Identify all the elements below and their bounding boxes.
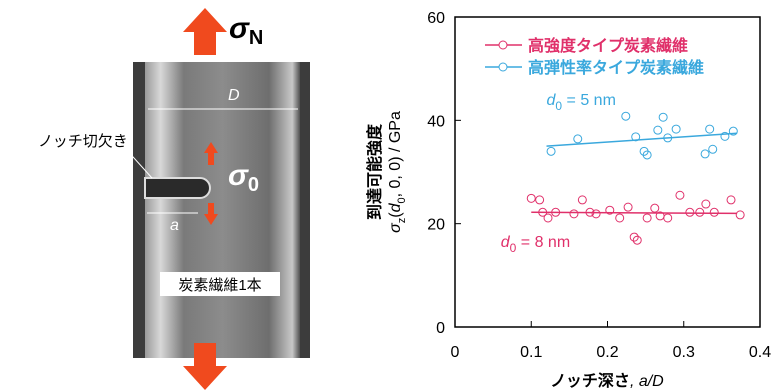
- y-label-part: σ: [387, 222, 404, 233]
- ann-sub: 0: [510, 241, 517, 255]
- annotation: d0 = 8 nm: [501, 234, 570, 255]
- point: [685, 207, 695, 217]
- point: [671, 124, 681, 134]
- point: [642, 150, 652, 160]
- fiber-label: 炭素繊維1本: [178, 277, 261, 294]
- point: [663, 213, 673, 223]
- y-tick-label: 40: [427, 113, 445, 130]
- point: [653, 125, 663, 135]
- point: [569, 209, 579, 219]
- point: [735, 210, 745, 220]
- annotation: d0 = 5 nm: [547, 92, 616, 113]
- x-tick-label: 0.4: [749, 344, 771, 361]
- sigma-0: σ0: [228, 159, 259, 196]
- ann-sub: 0: [555, 99, 562, 113]
- point: [538, 207, 548, 217]
- point: [526, 193, 536, 203]
- point: [726, 195, 736, 205]
- y-label-part: d: [387, 202, 404, 212]
- point: [551, 207, 561, 217]
- point: [701, 199, 711, 209]
- point: [591, 209, 601, 219]
- point: [695, 207, 705, 217]
- fit-line: [531, 211, 738, 215]
- x-label-var: , a/D: [630, 373, 664, 390]
- point: [577, 195, 587, 205]
- legend-marker: [498, 62, 508, 72]
- point: [663, 133, 673, 143]
- point: [720, 131, 730, 141]
- y-tick-label: 0: [436, 320, 445, 337]
- y-tick-label: 60: [427, 10, 445, 27]
- a-label: a: [170, 217, 179, 234]
- point: [623, 202, 633, 212]
- ann-text: = 5 nm: [562, 92, 616, 109]
- y-tick-label: 20: [427, 217, 445, 234]
- point: [621, 111, 631, 121]
- point: [675, 190, 685, 200]
- y-label: σz(d0, 0, 0) / GPa: [387, 111, 408, 233]
- x-tick-label: 0: [451, 344, 460, 361]
- x-tick-label: 0.1: [520, 344, 542, 361]
- point: [642, 213, 652, 223]
- sub: 0: [248, 174, 259, 196]
- x-label-main: ノッチ深さ: [550, 371, 630, 390]
- point: [615, 213, 625, 223]
- arrow-up: [183, 8, 227, 55]
- point: [543, 213, 553, 223]
- sym: σ: [229, 12, 250, 45]
- sym: σ: [228, 159, 249, 192]
- point: [585, 207, 595, 217]
- arrow-down: [183, 343, 227, 390]
- y-label-part: 0: [396, 197, 408, 203]
- x-label: ノッチ深さ, a/D: [550, 371, 664, 390]
- legend-label: 高強度タイプ炭素繊維: [528, 36, 688, 55]
- y-label-part: (: [387, 212, 404, 218]
- arrows-small: [204, 142, 218, 225]
- legend-label: 高弾性率タイプ炭素繊維: [528, 58, 704, 77]
- sigma-n: σN: [229, 12, 263, 49]
- notch-label: ノッチ切欠き: [38, 133, 128, 150]
- point: [573, 134, 583, 144]
- sub: N: [249, 27, 263, 49]
- point: [605, 205, 615, 215]
- notch: [144, 177, 211, 199]
- sem-image: σN σ0 D a ノッチ切欠き 炭素繊維1本: [38, 8, 310, 390]
- point: [535, 195, 545, 205]
- ann-symbol: d: [547, 92, 557, 109]
- x-tick-label: 0.3: [673, 344, 695, 361]
- point: [705, 124, 715, 134]
- fiber: [145, 62, 300, 358]
- point: [658, 112, 668, 122]
- point: [546, 146, 556, 156]
- y-label: 到達可能強度: [365, 123, 384, 220]
- ann-symbol: d: [501, 234, 511, 251]
- legend-marker: [498, 40, 508, 50]
- label-box: [160, 272, 280, 296]
- point: [650, 203, 660, 213]
- point: [700, 149, 710, 159]
- ann-text: = 8 nm: [516, 234, 570, 251]
- leader: [124, 147, 153, 179]
- point: [631, 132, 641, 142]
- point: [708, 144, 718, 154]
- point: [629, 232, 639, 242]
- y-label-part: z: [396, 218, 408, 224]
- point: [709, 207, 719, 217]
- x-tick-label: 0.2: [596, 344, 618, 361]
- y-label-part: , 0, 0) / GPa: [387, 111, 404, 197]
- point: [728, 126, 738, 136]
- d-label: D: [228, 87, 240, 104]
- fit-line: [546, 132, 738, 147]
- point: [632, 235, 642, 245]
